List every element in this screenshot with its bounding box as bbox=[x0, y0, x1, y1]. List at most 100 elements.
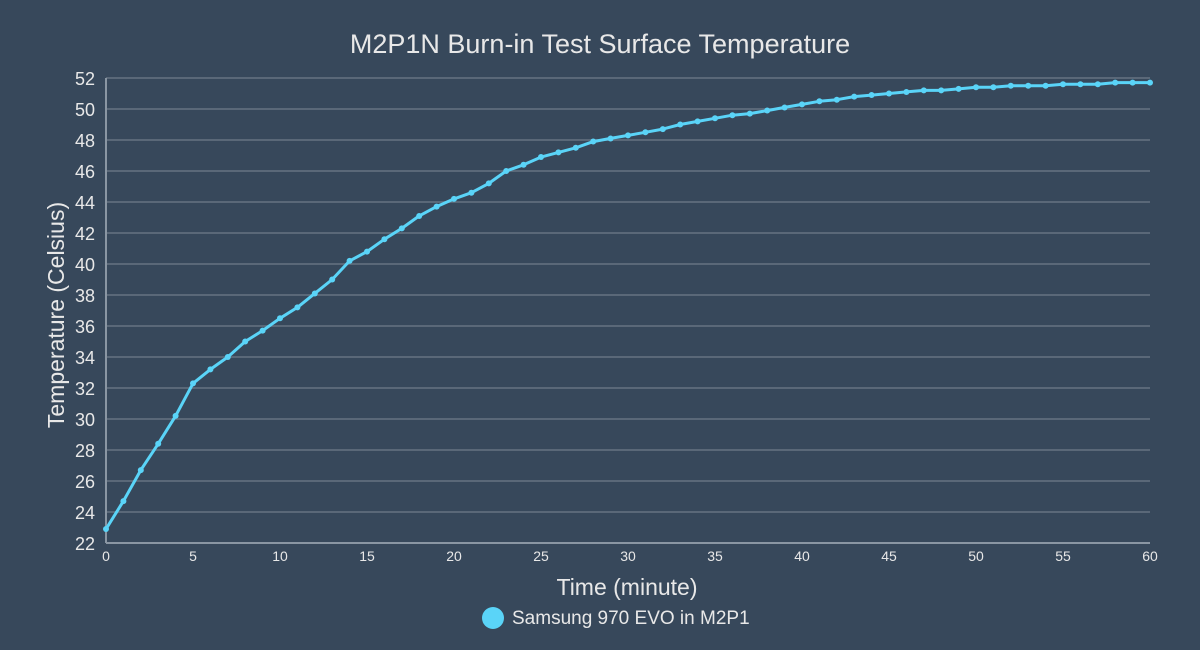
y-axis-label: Temperature (Celsius) bbox=[43, 202, 69, 428]
legend[interactable]: Samsung 970 EVO in M2P1 bbox=[482, 607, 750, 629]
data-point bbox=[1112, 79, 1119, 86]
x-tick-labels: 0 5 10 15 20 25 30 35 40 45 50 55 60 bbox=[102, 548, 1158, 564]
data-point bbox=[1094, 81, 1101, 88]
data-point bbox=[642, 129, 649, 136]
data-point bbox=[607, 135, 614, 142]
y-tick-label: 46 bbox=[75, 162, 95, 182]
grid bbox=[105, 77, 1150, 544]
data-point bbox=[137, 467, 144, 474]
data-point bbox=[311, 290, 318, 297]
y-tick-label: 52 bbox=[75, 69, 95, 89]
data-point bbox=[346, 257, 353, 264]
data-point bbox=[938, 87, 945, 94]
data-point bbox=[468, 189, 475, 196]
x-tick-label: 30 bbox=[620, 548, 636, 564]
data-point bbox=[1077, 81, 1084, 88]
data-point bbox=[973, 84, 979, 91]
data-point bbox=[242, 338, 249, 345]
y-tick-labels: 22 24 26 28 30 32 34 36 38 40 42 44 46 48 50 52 bbox=[75, 69, 95, 554]
y-tick-label: 40 bbox=[75, 255, 95, 275]
data-point bbox=[155, 440, 162, 447]
data-point bbox=[207, 366, 214, 373]
data-point bbox=[1147, 79, 1153, 86]
x-tick-label: 55 bbox=[1055, 548, 1071, 564]
data-point bbox=[103, 526, 109, 533]
data-point bbox=[886, 90, 892, 97]
x-tick-label: 60 bbox=[1142, 548, 1158, 564]
data-point bbox=[590, 138, 597, 145]
data-point bbox=[677, 121, 684, 128]
data-point bbox=[520, 161, 527, 168]
y-tick-label: 36 bbox=[75, 317, 95, 337]
x-tick-label: 20 bbox=[446, 548, 462, 564]
data-point bbox=[868, 92, 875, 99]
data-point bbox=[120, 498, 127, 505]
y-tick-label: 48 bbox=[75, 131, 95, 151]
data-point bbox=[190, 380, 196, 387]
data-point bbox=[485, 180, 492, 187]
data-point bbox=[294, 304, 301, 311]
y-tick-label: 26 bbox=[75, 472, 95, 492]
legend-label: Samsung 970 EVO in M2P1 bbox=[512, 608, 750, 629]
legend-marker bbox=[482, 607, 504, 629]
data-point bbox=[1060, 81, 1066, 88]
x-tick-label: 5 bbox=[189, 548, 197, 564]
data-point bbox=[1129, 79, 1136, 86]
x-tick-label: 50 bbox=[968, 548, 984, 564]
data-point bbox=[224, 354, 231, 360]
x-tick-label: 45 bbox=[881, 548, 897, 564]
data-point bbox=[416, 212, 423, 219]
data-point bbox=[329, 276, 336, 283]
data-point bbox=[277, 315, 283, 322]
data-point bbox=[833, 96, 840, 103]
y-tick-label: 42 bbox=[75, 224, 95, 244]
y-tick-label: 50 bbox=[75, 100, 95, 120]
y-tick-label: 28 bbox=[75, 441, 95, 461]
data-point bbox=[172, 412, 179, 419]
data-point bbox=[799, 101, 805, 108]
x-tick-label: 15 bbox=[359, 548, 375, 564]
data-point bbox=[433, 203, 440, 210]
x-tick-label: 25 bbox=[533, 548, 549, 564]
data-point bbox=[920, 87, 927, 94]
plot-area bbox=[103, 79, 1153, 533]
data-point bbox=[625, 132, 631, 139]
y-tick-label: 22 bbox=[75, 534, 95, 554]
data-point bbox=[851, 93, 858, 100]
data-point bbox=[781, 104, 788, 111]
data-point bbox=[381, 236, 388, 243]
data-point bbox=[712, 115, 718, 122]
data-point bbox=[694, 118, 701, 125]
x-tick-label: 10 bbox=[272, 548, 288, 564]
x-tick-label: 40 bbox=[794, 548, 810, 564]
y-tick-label: 38 bbox=[75, 286, 95, 306]
data-point bbox=[555, 149, 562, 156]
data-point bbox=[746, 110, 753, 117]
data-point bbox=[990, 84, 997, 91]
data-point bbox=[659, 126, 666, 133]
y-tick-label: 44 bbox=[75, 193, 95, 213]
y-tick-label: 24 bbox=[75, 503, 95, 523]
data-point bbox=[955, 85, 962, 92]
data-point bbox=[503, 168, 510, 174]
data-point bbox=[364, 248, 370, 255]
x-tick-label: 35 bbox=[707, 548, 723, 564]
data-point bbox=[764, 107, 771, 114]
chart-title: M2P1N Burn-in Test Surface Temperature bbox=[350, 29, 850, 59]
data-point bbox=[538, 154, 544, 161]
data-point bbox=[451, 195, 457, 202]
data-point bbox=[1007, 82, 1014, 89]
x-tick-label: 0 bbox=[102, 548, 110, 564]
data-point bbox=[572, 144, 579, 151]
y-tick-label: 32 bbox=[75, 379, 95, 399]
data-point bbox=[259, 327, 266, 334]
data-point bbox=[903, 88, 910, 95]
series-line bbox=[104, 81, 1150, 530]
data-point bbox=[1042, 82, 1049, 89]
data-point bbox=[1025, 82, 1032, 89]
data-point bbox=[816, 98, 823, 105]
data-point bbox=[398, 225, 405, 232]
x-axis-label: Time (minute) bbox=[557, 574, 698, 600]
y-tick-label: 30 bbox=[75, 410, 95, 430]
